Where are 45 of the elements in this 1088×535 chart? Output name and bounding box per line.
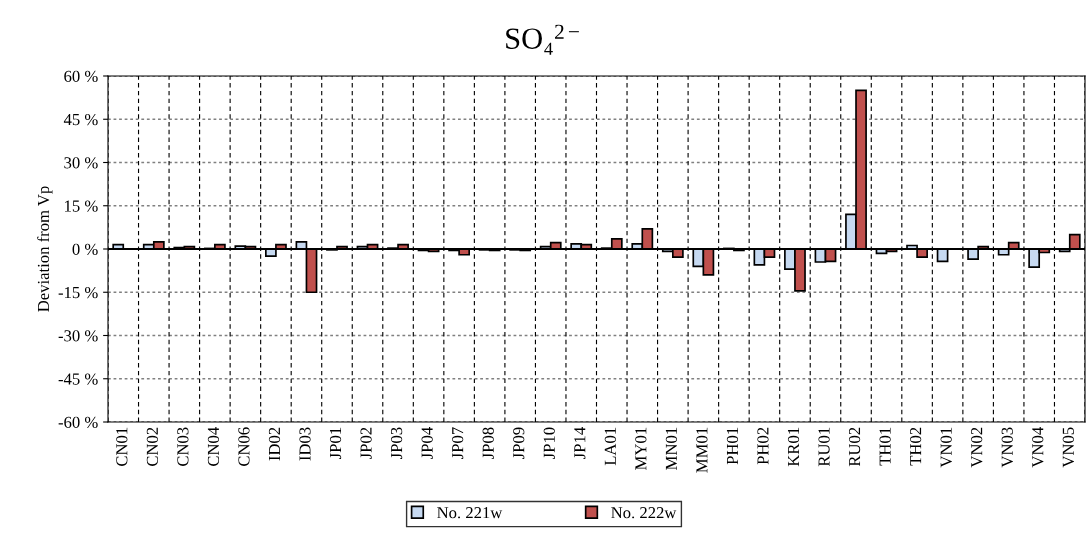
- x-tick-label: CN03: [177, 427, 189, 466]
- y-tick-label: 15 %: [65, 200, 98, 212]
- x-tick-label: JP07: [452, 427, 464, 459]
- x-tick-label: JP08: [482, 427, 494, 459]
- x-tick-label: VN05: [1062, 427, 1074, 468]
- x-tick-label: JP04: [421, 427, 433, 459]
- x-tick-label: MY01: [635, 427, 647, 470]
- y-axis-title: Deviation from Vp: [37, 186, 53, 312]
- chart-title: SO₄$^{2−}$: [506, 24, 579, 55]
- x-tick-label: JP09: [513, 427, 525, 459]
- x-tick-label: VN01: [940, 427, 952, 468]
- x-tick-label: VN04: [1032, 427, 1044, 468]
- x-tick-label: TH02: [910, 427, 922, 466]
- y-tick-label: -30 %: [58, 330, 98, 342]
- x-tick-label: CN04: [207, 427, 220, 466]
- y-tick-label: -15 %: [58, 286, 98, 299]
- y-tick-label: 60 %: [64, 70, 98, 82]
- x-tick-label: MM01: [696, 427, 708, 473]
- x-tick-label: CN06: [238, 427, 250, 466]
- x-tick-label: JP03: [390, 427, 403, 459]
- legend-label: No. 221w: [437, 507, 503, 519]
- x-tick-label: LA01: [604, 427, 616, 466]
- x-tick-label: RU01: [818, 427, 830, 467]
- x-tick-label: KR01: [787, 427, 800, 467]
- x-tick-label: CN01: [116, 427, 128, 466]
- x-tick-label: JP14: [574, 427, 586, 459]
- y-tick-label: -45 %: [58, 373, 98, 385]
- x-tick-label: ID02: [268, 427, 281, 461]
- y-tick-label: 45 %: [63, 113, 98, 126]
- x-tick-label: JP02: [360, 427, 372, 459]
- x-tick-label: RU02: [848, 427, 861, 467]
- x-tick-label: PH01: [726, 427, 739, 465]
- y-tick-label: 0 %: [72, 243, 98, 255]
- x-tick-label: ID03: [299, 427, 311, 461]
- y-tick-label: -60 %: [58, 416, 98, 428]
- x-tick-label: VN02: [971, 427, 983, 468]
- x-tick-label: TH01: [879, 427, 891, 466]
- x-tick-label: VN03: [1001, 427, 1013, 468]
- y-tick-label: 30 %: [64, 157, 98, 169]
- x-tick-label: MN01: [665, 427, 677, 470]
- x-tick-label: PH02: [757, 427, 769, 465]
- x-tick-label: JP10: [543, 427, 555, 459]
- legend-label: No. 222w: [611, 507, 677, 519]
- x-tick-label: CN02: [146, 427, 158, 466]
- x-tick-label: JP01: [329, 427, 342, 459]
